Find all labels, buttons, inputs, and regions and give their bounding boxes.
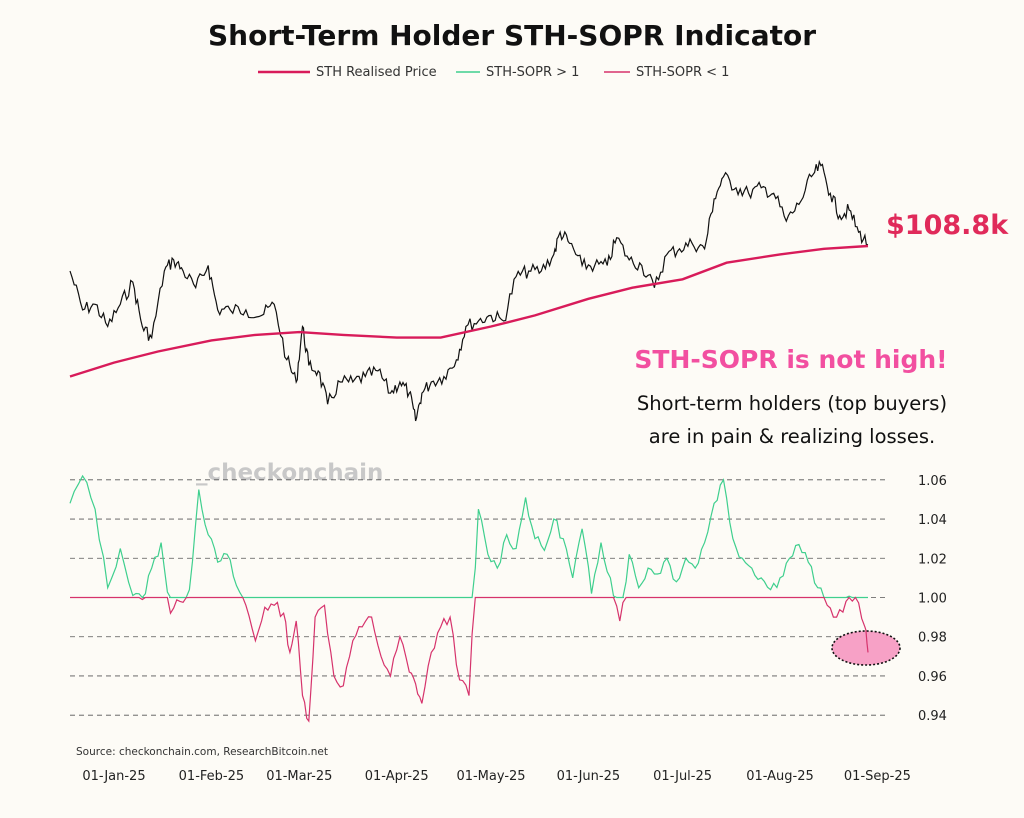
x-tick-label: 01-Mar-25 bbox=[266, 769, 332, 784]
chart-title: Short-Term Holder STH-SOPR Indicator bbox=[208, 19, 816, 52]
sopr-low-line bbox=[70, 596, 869, 723]
y-tick-label: 1.04 bbox=[918, 513, 947, 528]
x-tick-label: 01-Aug-25 bbox=[746, 769, 814, 784]
x-tick-label: 01-Jul-25 bbox=[653, 769, 712, 784]
price-panel bbox=[69, 159, 869, 422]
y-tick-label: 1.06 bbox=[918, 474, 947, 489]
y-tick-label: 0.94 bbox=[918, 709, 947, 724]
x-tick-label: 01-Jun-25 bbox=[557, 769, 621, 784]
annotation-line-1: Short-term holders (top buyers) bbox=[637, 392, 947, 415]
sopr-panel bbox=[69, 474, 869, 723]
price-label: $108.8k bbox=[886, 210, 1009, 241]
legend-label-realised-price: STH Realised Price bbox=[316, 65, 437, 80]
annotation-headline: STH-SOPR is not high! bbox=[634, 345, 947, 374]
x-tick-label: 01-Apr-25 bbox=[365, 769, 429, 784]
sth-realised-price-line bbox=[69, 244, 869, 378]
x-axis: 01-Jan-25 01-Feb-25 01-Mar-25 01-Apr-25 01-M… bbox=[82, 769, 911, 784]
low-sopr-highlight bbox=[831, 630, 901, 666]
sopr-y-axis: 0.94 0.96 0.98 1.00 1.02 1.04 1.06 bbox=[918, 474, 947, 724]
y-tick-label: 0.98 bbox=[918, 631, 947, 646]
price-series-line bbox=[69, 159, 869, 422]
x-tick-label: 01-Jan-25 bbox=[82, 769, 145, 784]
legend: STH Realised Price STH-SOPR > 1 STH-SOPR… bbox=[258, 65, 729, 80]
y-tick-label: 1.02 bbox=[918, 552, 947, 567]
annotation-line-2: are in pain & realizing losses. bbox=[649, 425, 935, 448]
legend-label-sopr-high: STH-SOPR > 1 bbox=[486, 65, 579, 80]
y-tick-label: 1.00 bbox=[918, 592, 947, 607]
y-tick-label: 0.96 bbox=[918, 670, 947, 685]
x-tick-label: 01-May-25 bbox=[456, 769, 525, 784]
x-tick-label: 01-Sep-25 bbox=[844, 769, 911, 784]
source-note: Source: checkonchain.com, ResearchBitcoi… bbox=[76, 746, 328, 758]
x-tick-label: 01-Feb-25 bbox=[179, 769, 244, 784]
watermark: _checkonchain bbox=[196, 460, 383, 486]
legend-label-sopr-low: STH-SOPR < 1 bbox=[636, 65, 729, 80]
sopr-high-line bbox=[69, 474, 868, 599]
